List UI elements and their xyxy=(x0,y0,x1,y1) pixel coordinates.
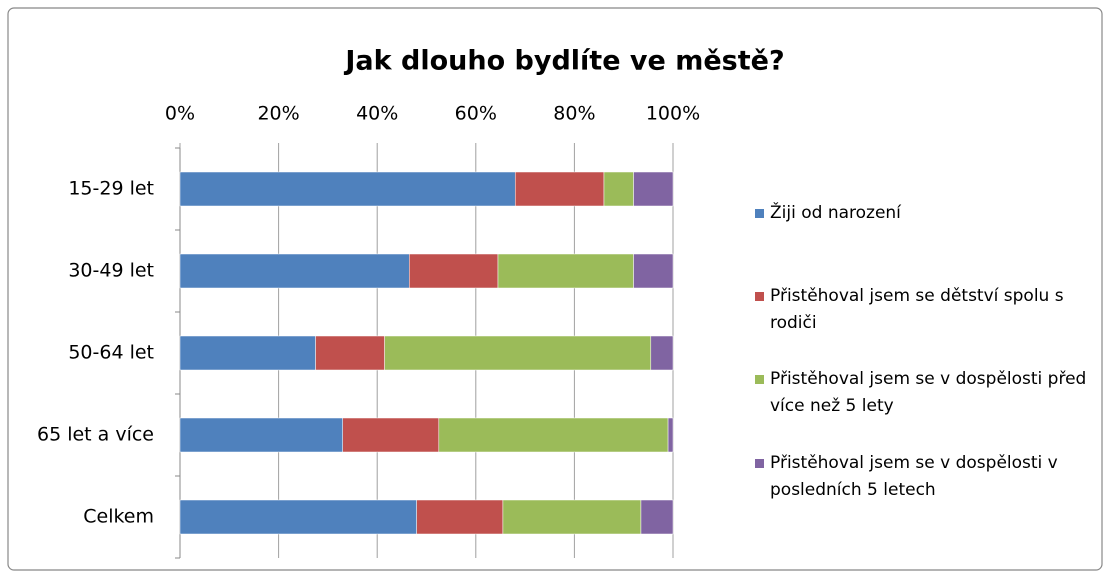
bar-segment xyxy=(497,253,634,289)
bar-segment xyxy=(502,499,642,535)
bar-segment xyxy=(384,335,652,371)
bar-segment xyxy=(603,171,634,207)
x-tick-label: 40% xyxy=(356,103,398,125)
bar-segment xyxy=(179,171,516,207)
legend-item: Přistěhoval jsem se v dospělosti před ví… xyxy=(755,366,1100,420)
bar-segment xyxy=(179,499,417,535)
bar-segment xyxy=(640,499,674,535)
legend-swatch xyxy=(755,292,764,301)
bar-segment xyxy=(179,253,410,289)
chart-title: Jak dlouho bydlíte ve městě? xyxy=(343,46,784,77)
bar-segment xyxy=(438,417,669,453)
legend-label: Žiji od narození xyxy=(770,203,901,223)
legend-swatch xyxy=(755,375,764,384)
bar-segment xyxy=(650,335,674,371)
legend-label: Přistěhoval jsem se v dospělosti před ví… xyxy=(770,369,1087,416)
y-tick-label: 30-49 let xyxy=(68,260,154,282)
x-tick-label: 80% xyxy=(553,103,595,125)
x-tick-label: 20% xyxy=(257,103,299,125)
bar-segment xyxy=(633,253,674,289)
bar-segment xyxy=(179,417,343,453)
y-tick-label: 65 let a více xyxy=(37,424,154,446)
legend-label: Přistěhoval jsem se dětství spolu s rodi… xyxy=(770,286,1064,333)
legend-item: Přistěhoval jsem se v dospělosti v posle… xyxy=(755,450,1100,504)
x-tick-label: 100% xyxy=(646,103,700,125)
legend-label: Přistěhoval jsem se v dospělosti v posle… xyxy=(770,453,1058,500)
bar-segment xyxy=(667,417,674,453)
y-tick-label: 50-64 let xyxy=(68,342,154,364)
bar-segment xyxy=(408,253,499,289)
legend-item: Žiji od narození xyxy=(755,200,1100,227)
bar-segment xyxy=(416,499,504,535)
bar-segment xyxy=(342,417,440,453)
bar-segment xyxy=(514,171,605,207)
x-tick-label: 0% xyxy=(165,103,195,125)
y-tick-label: 15-29 let xyxy=(68,178,154,200)
legend-swatch xyxy=(755,209,764,218)
y-tick-label: Celkem xyxy=(83,506,154,528)
legend-item: Přistěhoval jsem se dětství spolu s rodi… xyxy=(755,283,1100,337)
legend-swatch xyxy=(755,459,764,468)
bar-segment xyxy=(633,171,674,207)
bar-segment xyxy=(179,335,316,371)
x-tick-label: 60% xyxy=(455,103,497,125)
bar-segment xyxy=(315,335,385,371)
